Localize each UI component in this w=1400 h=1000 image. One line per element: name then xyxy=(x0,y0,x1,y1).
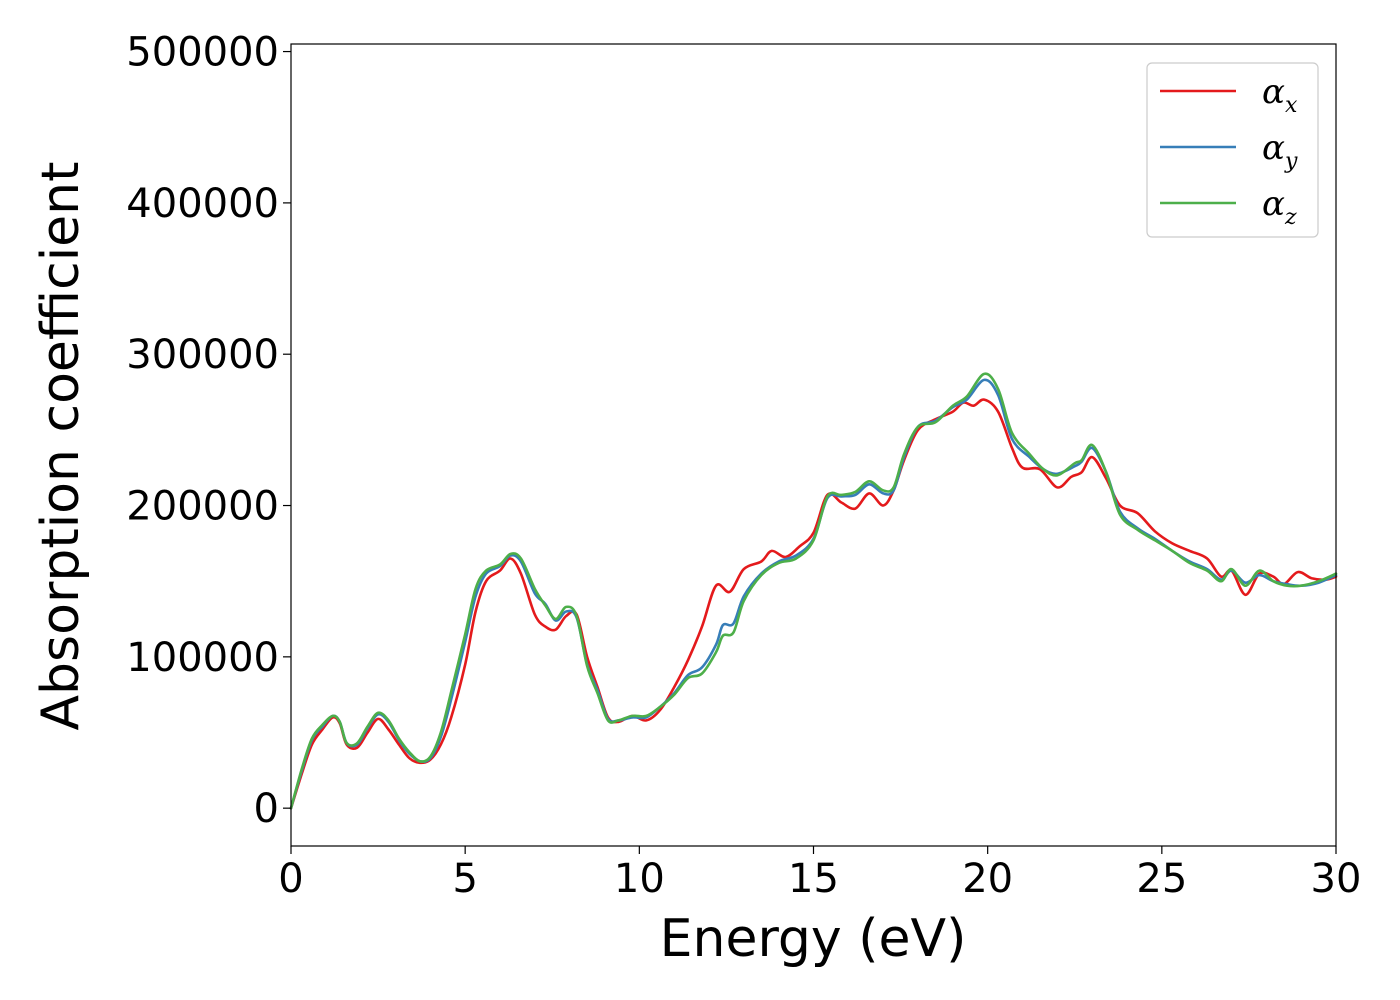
legend-label-z: αz xyxy=(1262,184,1297,230)
legend-symbol: α xyxy=(1262,128,1285,168)
y-tick-label: 100000 xyxy=(126,635,279,681)
legend-symbol: α xyxy=(1262,72,1285,112)
legend-subscript: z xyxy=(1284,205,1297,230)
series-layer xyxy=(289,372,1338,810)
x-tick-label: 30 xyxy=(1311,856,1362,902)
x-axis-title: Energy (eV) xyxy=(660,909,967,969)
y-tick-label: 200000 xyxy=(126,484,279,530)
legend-box xyxy=(1146,62,1319,238)
x-tick-label: 25 xyxy=(1136,856,1187,902)
series-line-z xyxy=(289,372,1338,810)
y-axis-title: Absorption coefficient xyxy=(31,161,91,730)
x-tick-label: 10 xyxy=(614,856,665,902)
legend-label-y: αy xyxy=(1262,128,1298,174)
axes-layer: 0 5 10 15 20 25 30 0 100000 200000 300000 400000 500… xyxy=(126,30,1361,902)
y-tick-label: 0 xyxy=(254,786,279,832)
legend-symbol: α xyxy=(1262,184,1285,224)
y-tick-label: 500000 xyxy=(126,30,279,76)
y-tick-label: 300000 xyxy=(126,332,279,378)
legend-subscript: x xyxy=(1285,93,1298,118)
x-tick-label: 5 xyxy=(452,856,477,902)
x-tick-label: 0 xyxy=(278,856,303,902)
x-tick-label: 15 xyxy=(788,856,839,902)
legend-label-x: αx xyxy=(1262,72,1298,118)
x-tick-label: 20 xyxy=(962,856,1013,902)
legend-subscript: y xyxy=(1284,149,1298,174)
y-tick-label: 400000 xyxy=(126,181,279,227)
plot-frame xyxy=(290,43,1337,847)
